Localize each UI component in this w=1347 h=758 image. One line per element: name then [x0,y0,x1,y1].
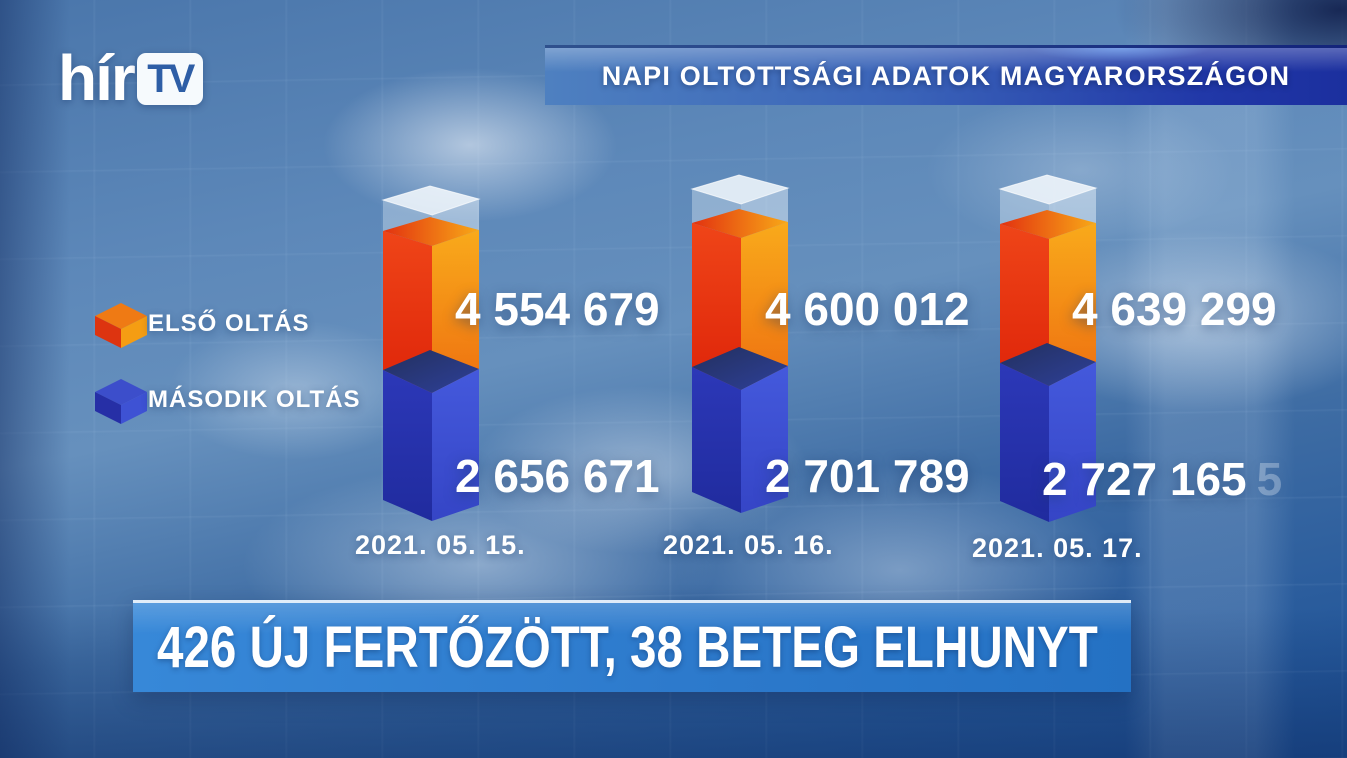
page-title: NAPI OLTOTTSÁGI ADATOK MAGYARORSZÁGON [601,61,1291,91]
second-dose-left-face [1000,363,1049,522]
legend-first-dose-cube-icon [95,303,147,348]
second-dose-right-face [432,369,479,521]
second-dose-value-day3-text: 2 727 165 [1042,453,1247,505]
first-dose-right-face [1049,223,1096,386]
glass-top-face [381,185,481,216]
second-dose-value-day3: 2 727 165 5 [1042,456,1282,502]
legend-second-dose-label: MÁSODIK OLTÁS [148,386,361,413]
first-dose-value-day2: 4 600 012 [765,283,970,335]
glass-top-face [998,174,1098,205]
first-dose-value-day3: 4 639 299 [1072,283,1277,335]
animation-ghost-digit: 5 [1256,453,1283,505]
logo-hir-text: hír [58,42,136,114]
news-ticker-banner: 426 ÚJ FERTŐZÖTT, 38 BETEG ELHUNYT [133,600,1131,692]
first-dose-top-face [1000,210,1096,239]
second-dose-top-face [1000,343,1096,386]
cube-right-face [121,392,147,424]
second-dose-top-face [692,347,788,390]
logo-tv-badge-icon: TV [136,53,203,105]
glass-top-face [690,174,790,205]
cube-left-face [95,392,121,424]
first-dose-left-face [692,223,741,390]
first-dose-top-face [692,209,788,238]
legend-first-dose-label: ELSŐ OLTÁS [148,310,310,337]
first-dose-top-face [383,217,479,246]
column-day2 [690,174,790,513]
second-dose-value-day2: 2 701 789 [765,450,970,502]
column-day1 [381,185,481,521]
first-dose-value-day1: 4 554 679 [455,283,660,335]
second-dose-right-face [741,366,788,513]
hirtv-logo: hír TV [58,46,203,110]
column-day3 [998,174,1098,522]
second-dose-left-face [692,367,741,513]
second-dose-left-face [383,370,432,521]
ticker-headline: 426 ÚJ FERTŐZÖTT, 38 BETEG ELHUNYT [157,614,1098,680]
legend-second-dose-cube-icon [95,379,147,424]
second-dose-right-face [1049,362,1096,522]
date-label-day2: 2021. 05. 16. [663,530,834,560]
date-label-day1: 2021. 05. 15. [355,530,526,560]
first-dose-right-face [432,230,479,393]
first-dose-left-face [1000,224,1049,386]
headline-banner: NAPI OLTOTTSÁGI ADATOK MAGYARORSZÁGON [545,45,1347,105]
date-label-day3: 2021. 05. 17. [972,533,1143,563]
logo-tv-text: TV [147,56,195,101]
cube-right-face [121,316,147,348]
second-dose-value-day1: 2 656 671 [455,450,660,502]
first-dose-left-face [383,231,432,393]
first-dose-right-face [741,222,788,390]
cube-left-face [95,316,121,348]
second-dose-top-face [383,350,479,393]
